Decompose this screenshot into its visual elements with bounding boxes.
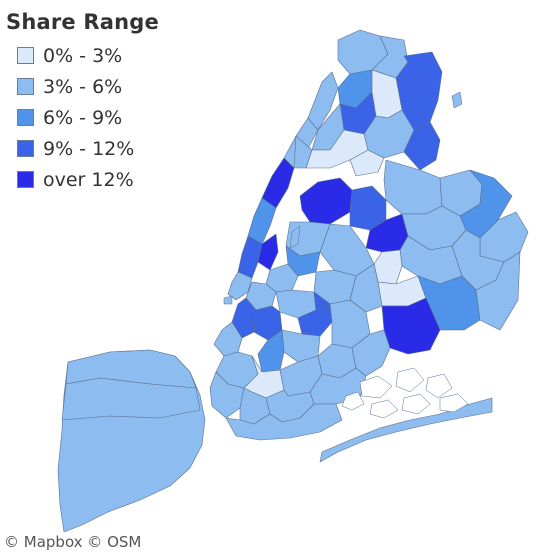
region-queens-laurelton[interactable]: [475, 251, 521, 331]
legend-item-1[interactable]: 3% - 6%: [6, 71, 176, 102]
legend-swatch-1: [17, 78, 34, 95]
region-queens-rockaway[interactable]: [319, 397, 493, 463]
region-manhattan-downtown[interactable]: [227, 271, 253, 301]
region-city-island[interactable]: [451, 91, 463, 109]
region-queens-astoria[interactable]: [299, 177, 353, 225]
legend-label-0: 0% - 3%: [43, 44, 123, 67]
region-bronx-mott[interactable]: [293, 135, 313, 169]
legend-item-3[interactable]: 9% - 12%: [6, 133, 176, 164]
legend-swatch-2: [17, 109, 34, 126]
legend-label-1: 3% - 6%: [43, 75, 123, 98]
legend-item-4[interactable]: over 12%: [6, 164, 176, 195]
region-manhattan-harlem[interactable]: [261, 157, 295, 209]
legend-swatch-3: [17, 140, 34, 157]
legend-item-0[interactable]: 0% - 3%: [6, 40, 176, 71]
map-attribution[interactable]: © Mapbox © OSM: [4, 533, 142, 551]
legend-swatch-0: [17, 47, 34, 64]
legend-label-2: 6% - 9%: [43, 106, 123, 129]
region-governors-island[interactable]: [223, 295, 233, 305]
region-bronx-throgs[interactable]: [403, 121, 441, 171]
region-manhattan-midtown[interactable]: [237, 235, 263, 279]
region-brooklyn-east-flatbush[interactable]: [313, 291, 331, 311]
legend-label-3: 9% - 12%: [43, 137, 135, 160]
region-brooklyn-bay-ridge[interactable]: [209, 371, 245, 419]
legend-item-2[interactable]: 6% - 9%: [6, 102, 176, 133]
map-legend: Share Range 0% - 3% 3% - 6% 6% - 9% 9% -…: [6, 10, 176, 195]
region-queens-elmhurst[interactable]: [319, 223, 375, 277]
legend-swatch-4: [17, 171, 34, 188]
region-manhattan-east[interactable]: [257, 233, 279, 271]
legend-title: Share Range: [6, 10, 159, 34]
region-bronx-hunts[interactable]: [349, 149, 385, 177]
region-queens-rego[interactable]: [373, 249, 403, 285]
region-staten-island-mid[interactable]: [61, 377, 201, 421]
region-brooklyn-coney-island[interactable]: [225, 403, 343, 441]
jamaica-bay-islands: [341, 367, 469, 419]
legend-label-4: over 12%: [43, 168, 134, 191]
region-roosevelt-island[interactable]: [289, 225, 301, 249]
region-queens-whitestone[interactable]: [383, 159, 443, 215]
